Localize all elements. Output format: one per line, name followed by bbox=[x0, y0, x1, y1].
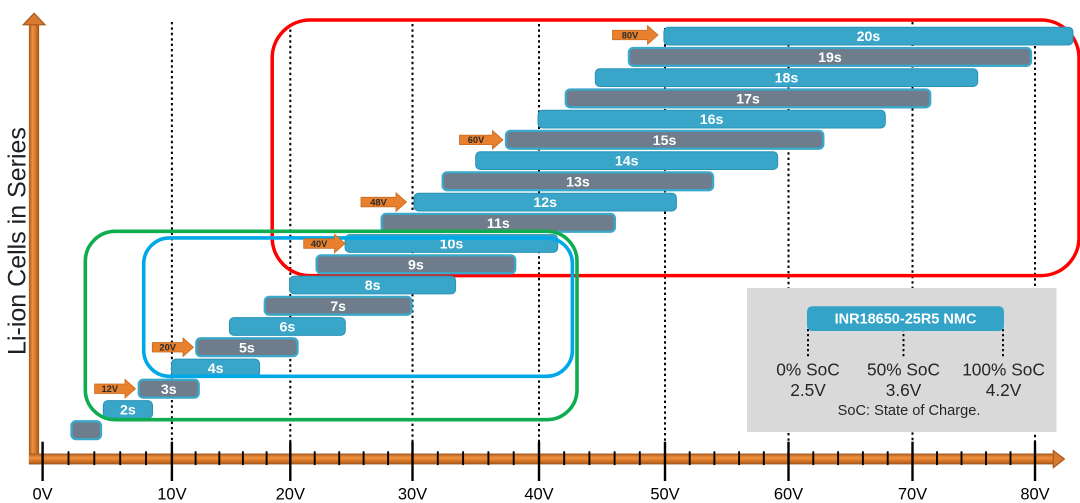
svg-text:15s: 15s bbox=[653, 133, 677, 149]
svg-text:10s: 10s bbox=[440, 237, 464, 253]
svg-text:SoC: State of Charge.: SoC: State of Charge. bbox=[838, 403, 981, 419]
svg-text:8s: 8s bbox=[365, 278, 381, 294]
svg-text:48V: 48V bbox=[370, 197, 387, 207]
svg-text:19s: 19s bbox=[818, 50, 842, 66]
svg-text:80V: 80V bbox=[622, 30, 639, 40]
svg-text:5s: 5s bbox=[239, 340, 255, 356]
svg-text:4.2V: 4.2V bbox=[986, 380, 1022, 400]
svg-text:INR18650-25R5 NMC: INR18650-25R5 NMC bbox=[835, 312, 977, 328]
svg-text:60V: 60V bbox=[468, 135, 485, 145]
svg-text:30V: 30V bbox=[398, 486, 427, 503]
svg-text:6s: 6s bbox=[280, 320, 296, 336]
svg-text:2s: 2s bbox=[120, 403, 136, 419]
svg-text:11s: 11s bbox=[487, 216, 510, 232]
svg-text:10V: 10V bbox=[157, 486, 186, 503]
svg-text:7s: 7s bbox=[330, 299, 346, 315]
svg-text:16s: 16s bbox=[700, 112, 724, 128]
svg-text:80V: 80V bbox=[1020, 486, 1049, 503]
svg-text:12s: 12s bbox=[533, 195, 557, 211]
svg-text:20s: 20s bbox=[857, 29, 881, 45]
svg-text:20V: 20V bbox=[159, 343, 176, 353]
svg-text:40V: 40V bbox=[311, 239, 328, 249]
svg-text:70V: 70V bbox=[898, 486, 927, 503]
svg-text:18s: 18s bbox=[775, 71, 799, 87]
svg-text:50V: 50V bbox=[650, 486, 679, 503]
svg-text:9s: 9s bbox=[408, 257, 424, 273]
svg-text:20V: 20V bbox=[276, 486, 305, 503]
svg-text:4s: 4s bbox=[208, 361, 224, 377]
svg-text:13s: 13s bbox=[566, 174, 590, 190]
svg-text:17s: 17s bbox=[736, 92, 760, 108]
svg-text:100% SoC: 100% SoC bbox=[962, 359, 1045, 379]
svg-text:0V: 0V bbox=[33, 486, 53, 503]
svg-text:14s: 14s bbox=[615, 154, 639, 170]
svg-text:2.5V: 2.5V bbox=[790, 380, 826, 400]
svg-text:3.6V: 3.6V bbox=[886, 380, 922, 400]
svg-text:0% SoC: 0% SoC bbox=[776, 359, 839, 379]
svg-text:Li-ion Cells in Series: Li-ion Cells in Series bbox=[4, 127, 32, 355]
svg-text:60V: 60V bbox=[774, 486, 803, 503]
svg-text:3s: 3s bbox=[161, 382, 177, 398]
svg-text:40V: 40V bbox=[524, 486, 553, 503]
svg-text:50% SoC: 50% SoC bbox=[867, 359, 940, 379]
svg-text:12V: 12V bbox=[102, 384, 119, 394]
